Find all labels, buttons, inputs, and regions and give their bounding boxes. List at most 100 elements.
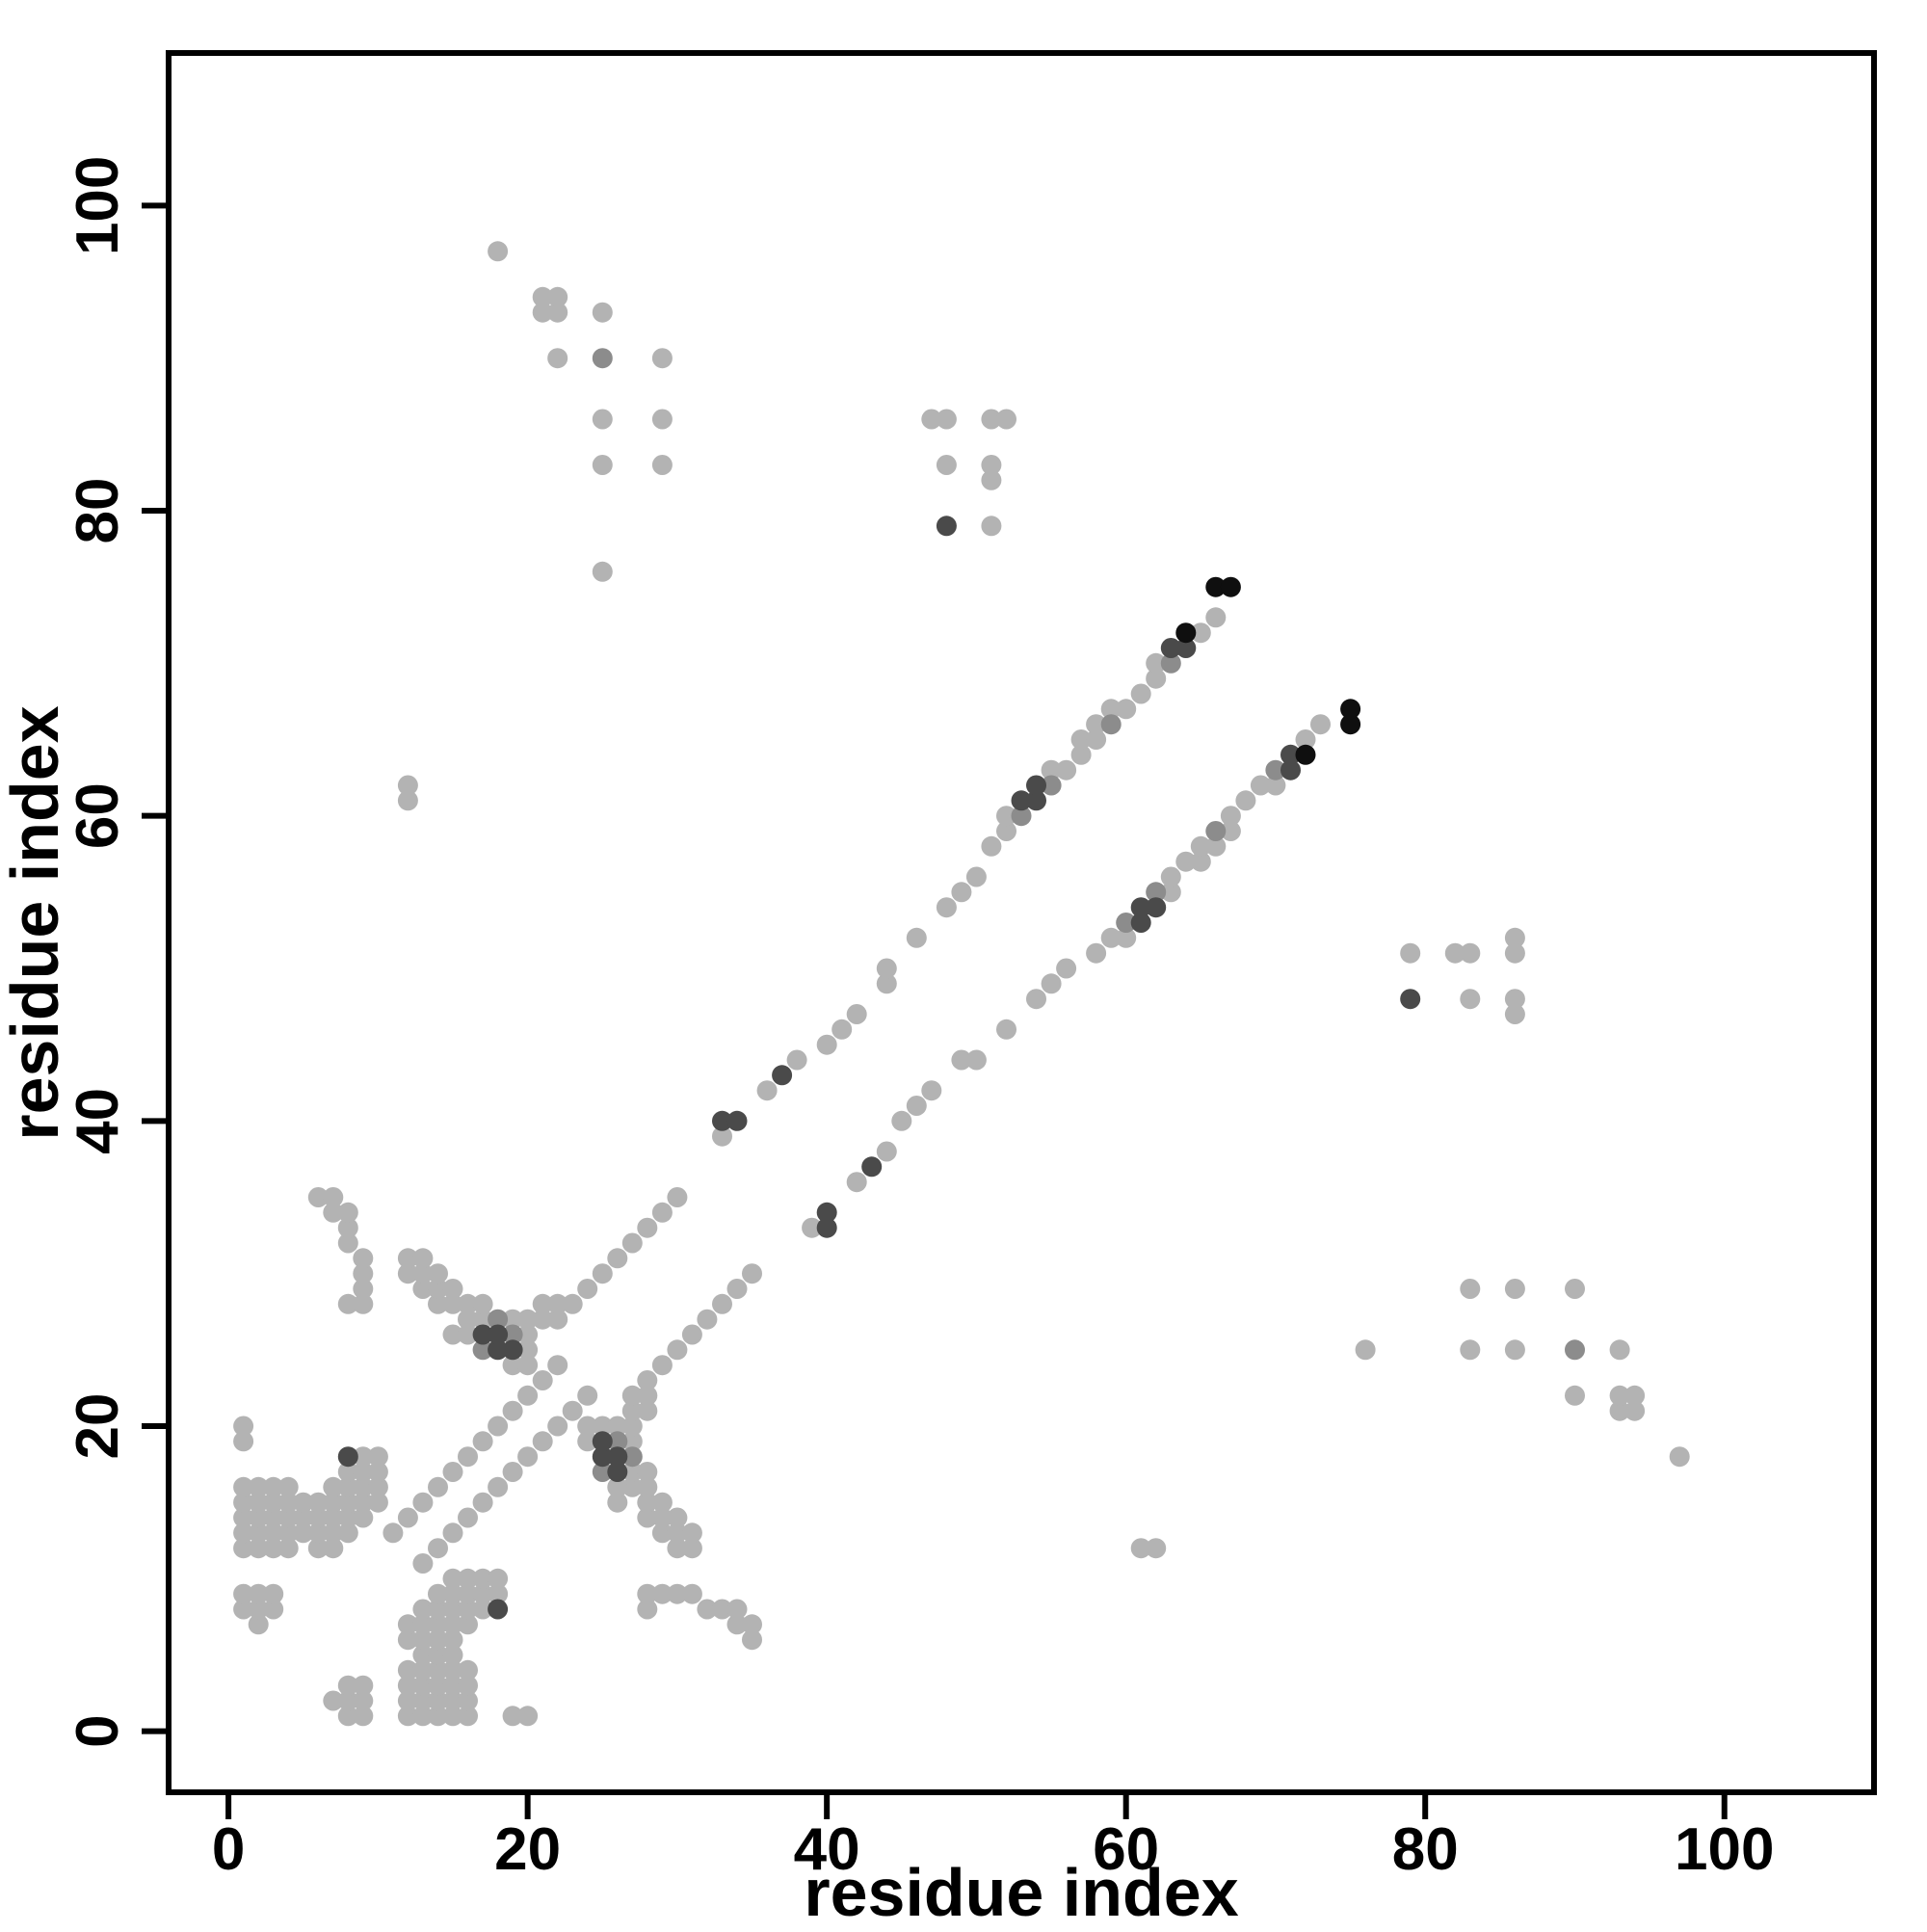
x-axis-tick-label: 0 (212, 1816, 245, 1883)
contact-point (981, 455, 1002, 475)
contact-point (412, 1492, 434, 1513)
contact-point (472, 1293, 493, 1314)
contact-point (1280, 759, 1301, 781)
contact-point (488, 1583, 509, 1604)
contact-point (488, 1568, 509, 1589)
contact-point (502, 1706, 523, 1727)
contact-point (621, 1385, 643, 1406)
contact-point (442, 1293, 463, 1314)
contact-point (233, 1599, 254, 1620)
contact-point (577, 1431, 598, 1452)
contact-point (1609, 1400, 1630, 1421)
contact-point (412, 1659, 434, 1681)
contact-point (921, 409, 942, 430)
contact-point (442, 1645, 463, 1665)
contact-point (442, 1279, 463, 1299)
plot-border-box (166, 50, 1877, 1795)
contact-point (353, 1462, 374, 1482)
contact-point (458, 1706, 478, 1727)
contact-point (592, 1263, 613, 1284)
contact-point (712, 1293, 732, 1314)
contact-point (412, 1629, 434, 1651)
contact-point (592, 302, 613, 323)
y-axis-title: residue index (0, 705, 72, 1140)
contact-point (353, 1476, 374, 1497)
contact-point (1100, 927, 1122, 948)
contact-point (1220, 821, 1241, 841)
contact-point (397, 1248, 418, 1269)
contact-point (337, 1293, 358, 1314)
contact-point (1011, 806, 1032, 827)
contact-point (697, 1599, 718, 1620)
contact-point (397, 1659, 418, 1681)
contact-point (1504, 927, 1525, 948)
contact-point (353, 1507, 374, 1528)
contact-point (1026, 790, 1046, 811)
contact-point (1026, 775, 1046, 796)
contact-point (502, 1309, 523, 1330)
contact-point (532, 1309, 553, 1330)
contact-point (637, 1507, 658, 1528)
contact-point (367, 1492, 388, 1513)
contact-point (323, 1690, 344, 1711)
contact-point (667, 1507, 688, 1528)
contact-point (1130, 1538, 1151, 1559)
contact-point (458, 1324, 478, 1345)
contact-point (442, 1583, 463, 1604)
contact-point (442, 1629, 463, 1651)
contact-point (488, 1476, 509, 1497)
contact-point (1086, 942, 1107, 964)
contact-point (472, 1568, 493, 1589)
contact-point (458, 1309, 478, 1330)
y-axis-tick-label: 40 (65, 1088, 131, 1154)
contact-point (637, 1370, 658, 1390)
contact-point (263, 1583, 284, 1604)
contact-point (592, 455, 613, 475)
contact-point (502, 1324, 523, 1345)
contact-point (1265, 775, 1286, 796)
contact-point (667, 1187, 688, 1207)
contact-point (488, 1339, 509, 1361)
contact-point (592, 1416, 613, 1437)
contact-point (965, 866, 987, 887)
contact-point (726, 1599, 748, 1620)
contact-point (1400, 989, 1421, 1010)
contact-point (1086, 714, 1107, 735)
contact-point (876, 958, 897, 979)
contact-point (1116, 927, 1137, 948)
contact-point (307, 1187, 329, 1207)
contact-point (458, 1614, 478, 1635)
contact-point (996, 806, 1016, 827)
contact-point (397, 1629, 418, 1651)
contact-point (517, 1355, 539, 1376)
contact-point (353, 1293, 374, 1314)
contact-point (562, 1293, 583, 1314)
contact-point (532, 1293, 553, 1314)
contact-point (651, 1507, 673, 1528)
contact-point (712, 1125, 732, 1147)
contact-point (517, 1309, 539, 1330)
contact-point (428, 1659, 448, 1681)
contact-point (1070, 744, 1092, 765)
contact-point (428, 1706, 448, 1727)
contact-point (906, 1096, 927, 1116)
x-axis-tick-label: 60 (1093, 1816, 1159, 1883)
contact-point (472, 1309, 493, 1330)
contact-point (1205, 835, 1227, 857)
contact-point (412, 1248, 434, 1269)
contact-point (1624, 1385, 1646, 1406)
contact-point (412, 1279, 434, 1299)
contact-point (1160, 882, 1181, 903)
contact-point (1460, 1279, 1481, 1299)
contact-point (547, 286, 568, 307)
contact-point (307, 1507, 329, 1528)
contact-point (353, 1279, 374, 1299)
contact-point (428, 1583, 448, 1604)
contact-point (1041, 973, 1062, 994)
contact-point (397, 1675, 418, 1696)
contact-point (263, 1507, 284, 1528)
contact-point (577, 1416, 598, 1437)
contact-point (1504, 942, 1525, 964)
contact-point (607, 1248, 628, 1269)
